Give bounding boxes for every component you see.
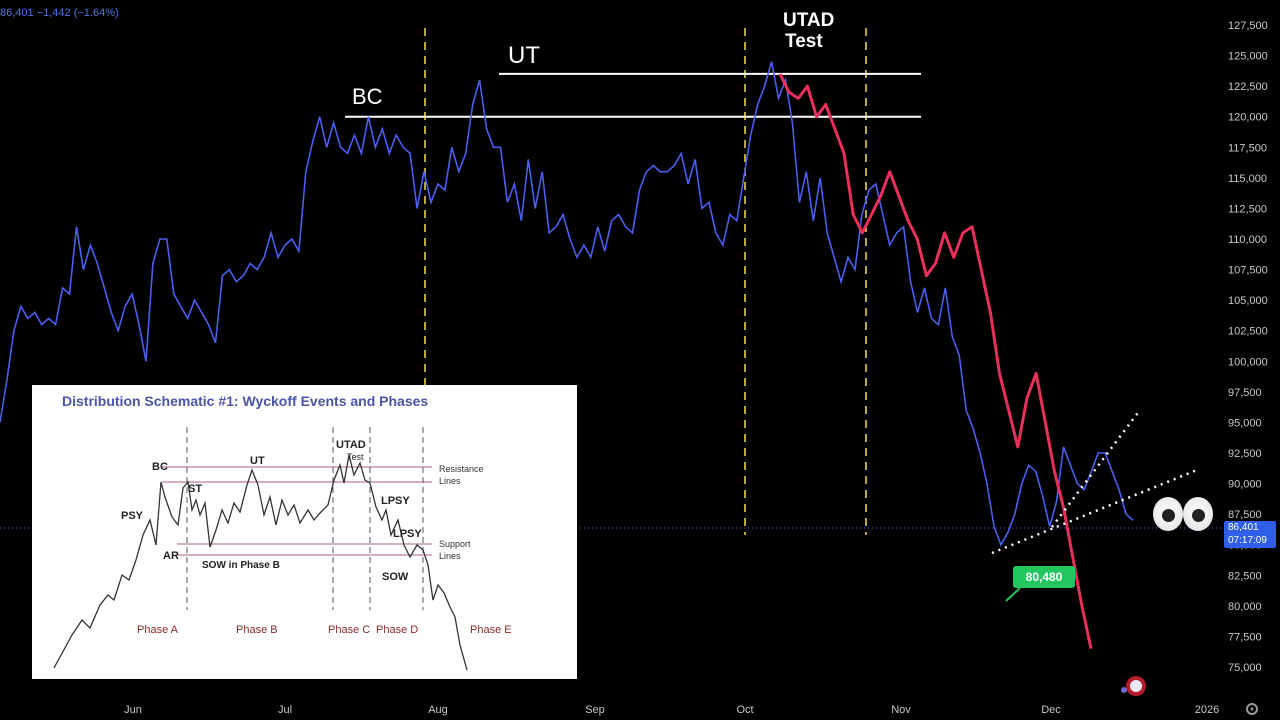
low-price-badge: 80,480 bbox=[1013, 566, 1075, 588]
time-axis[interactable]: Jun Jul Aug Sep Oct Nov Dec 2026 bbox=[124, 704, 1219, 716]
wyckoff-schematic-diagram: PSY BC AR ST UT SOW in Phase B UTAD Test… bbox=[53, 427, 512, 671]
y-tick-label: 87,500 bbox=[1228, 509, 1262, 521]
y-tick-label: 120,000 bbox=[1228, 112, 1268, 124]
phase-e-label: Phase E bbox=[470, 624, 512, 636]
projection-series bbox=[778, 73, 1093, 650]
y-tick-label: 127,500 bbox=[1228, 20, 1268, 32]
price-line bbox=[0, 61, 1134, 547]
y-tick-label: 102,500 bbox=[1228, 326, 1268, 338]
support-caption: Support bbox=[439, 539, 471, 549]
x-tick-label: Jun bbox=[124, 704, 142, 716]
ut-label: UT bbox=[508, 42, 540, 69]
x-tick-label: Dec bbox=[1041, 704, 1061, 716]
x-tick-label: Sep bbox=[585, 704, 605, 716]
x-tick-label: Aug bbox=[428, 704, 448, 716]
bar-countdown: 07:17:09 bbox=[1228, 535, 1267, 546]
wyckoff-schematic-inset: Distribution Schematic #1: Wyckoff Event… bbox=[32, 385, 577, 679]
y-tick-label: 82,500 bbox=[1228, 570, 1262, 582]
resistance-caption: Resistance bbox=[439, 464, 484, 474]
event-ar: AR bbox=[163, 550, 179, 562]
phase-a-label: Phase A bbox=[137, 624, 179, 636]
symbol-badge-icon[interactable] bbox=[1121, 676, 1146, 696]
event-test: Test bbox=[347, 452, 364, 462]
pupil-left bbox=[1162, 509, 1175, 522]
eye-left-icon bbox=[1153, 497, 1183, 531]
y-tick-label: 77,500 bbox=[1228, 631, 1262, 643]
y-tick-label: 115,000 bbox=[1228, 173, 1267, 185]
x-tick-label: 2026 bbox=[1195, 704, 1219, 716]
utad-test-label: Test bbox=[785, 31, 823, 52]
y-tick-label: 117,500 bbox=[1228, 142, 1267, 154]
trendline-lower bbox=[991, 468, 1198, 555]
low-badge-pointer bbox=[1005, 587, 1021, 602]
bc-label: BC bbox=[352, 84, 383, 109]
y-tick-label: 107,500 bbox=[1228, 265, 1268, 277]
price-axis[interactable]: 127,500 125,000 122,500 120,000 117,500 115,0… bbox=[1228, 20, 1268, 674]
trendline-upper bbox=[1051, 409, 1141, 528]
y-tick-label: 90,000 bbox=[1228, 479, 1262, 491]
event-psy: PSY bbox=[121, 510, 144, 522]
phase-c-label: Phase C bbox=[328, 624, 370, 636]
ticker-change-readout: 86,401 −1,442 (−1.64%) bbox=[0, 7, 119, 19]
x-tick-label: Jul bbox=[278, 704, 292, 716]
pupil-right bbox=[1192, 509, 1205, 522]
event-utad: UTAD bbox=[336, 439, 366, 451]
y-tick-label: 92,500 bbox=[1228, 448, 1262, 460]
y-tick-label: 125,000 bbox=[1228, 51, 1268, 63]
event-sow-phase-b: SOW in Phase B bbox=[202, 560, 280, 571]
eye-right-icon bbox=[1183, 497, 1213, 531]
event-st: ST bbox=[188, 483, 202, 495]
event-lpsy-2: LPSY bbox=[393, 528, 422, 540]
y-tick-label: 95,000 bbox=[1228, 417, 1262, 429]
y-tick-label: 100,000 bbox=[1228, 356, 1268, 368]
y-tick-label: 110,000 bbox=[1228, 234, 1267, 246]
phase-d-label: Phase D bbox=[376, 624, 418, 636]
price-series bbox=[0, 61, 1134, 547]
y-tick-label: 97,500 bbox=[1228, 387, 1262, 399]
y-tick-label: 75,000 bbox=[1228, 662, 1262, 674]
y-tick-label: 105,000 bbox=[1228, 295, 1268, 307]
x-tick-label: Oct bbox=[736, 704, 753, 716]
inset-title: Distribution Schematic #1: Wyckoff Event… bbox=[62, 393, 429, 409]
current-price-tag: 86,401 07:17:09 bbox=[1224, 521, 1276, 548]
event-bc: BC bbox=[152, 461, 168, 473]
schematic-price-path bbox=[53, 454, 468, 671]
event-lpsy-1: LPSY bbox=[381, 495, 410, 507]
y-tick-label: 122,500 bbox=[1228, 81, 1268, 93]
trendlines bbox=[991, 409, 1198, 602]
projection-line bbox=[778, 73, 1093, 650]
phase-b-label: Phase B bbox=[236, 624, 278, 636]
event-ut: UT bbox=[250, 455, 265, 467]
resistance-caption-2: Lines bbox=[439, 476, 461, 486]
x-tick-label: Nov bbox=[891, 704, 911, 716]
support-caption-2: Lines bbox=[439, 551, 461, 561]
event-sow: SOW bbox=[382, 571, 409, 583]
settings-gear-icon[interactable] bbox=[1246, 703, 1258, 715]
resistance-levels bbox=[345, 72, 921, 118]
current-price-value: 86,401 bbox=[1228, 522, 1259, 533]
y-tick-label: 112,500 bbox=[1228, 203, 1267, 215]
y-tick-label: 80,000 bbox=[1228, 601, 1262, 613]
utad-label: UTAD bbox=[783, 10, 834, 31]
